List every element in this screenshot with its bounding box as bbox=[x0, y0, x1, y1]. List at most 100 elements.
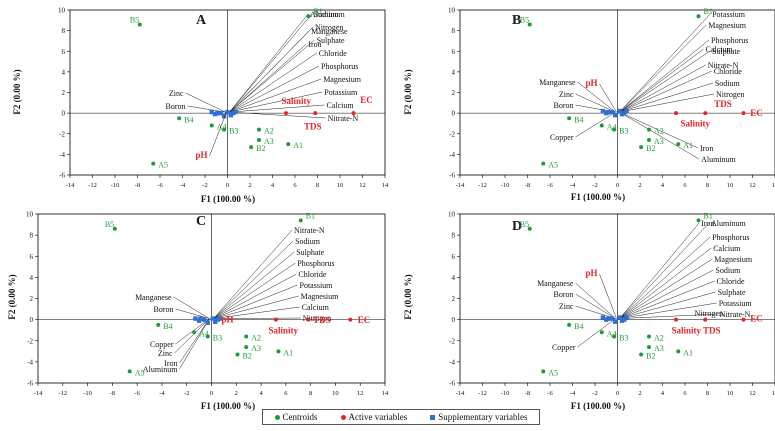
centroid-point bbox=[249, 145, 254, 150]
supp-label: Nitrogen bbox=[716, 90, 744, 99]
x-tick-label: -4 bbox=[570, 182, 576, 189]
supp-label: Nitrogen bbox=[303, 314, 331, 323]
x-tick-label: -12 bbox=[88, 182, 97, 189]
supp-point bbox=[609, 109, 615, 115]
x-tick-label: 8 bbox=[706, 182, 709, 189]
supp-label: Sodium bbox=[715, 266, 741, 275]
legend-centroids: Centroids bbox=[274, 412, 318, 422]
x-axis-label: F1 (100.00 %) bbox=[201, 401, 255, 411]
y-tick-label: 4 bbox=[452, 68, 456, 76]
centroid-point bbox=[676, 349, 681, 354]
supp-point bbox=[600, 108, 606, 114]
supp-point bbox=[233, 109, 238, 115]
centroid-label: A2 bbox=[251, 334, 261, 343]
y-tick-label: 2 bbox=[452, 89, 456, 97]
y-tick-label: 0 bbox=[62, 110, 66, 118]
supp-leader-line bbox=[619, 64, 706, 113]
x-tick-label: 6 bbox=[293, 182, 297, 189]
supp-leader-line bbox=[619, 313, 718, 319]
supplementary-marker-icon bbox=[430, 414, 436, 420]
active-point bbox=[674, 317, 678, 322]
centroid-label: B2 bbox=[646, 144, 655, 153]
y-tick-label: 10 bbox=[448, 211, 456, 219]
supp-label: Magnesium bbox=[323, 75, 362, 84]
supp-point bbox=[201, 317, 207, 322]
active-label: Salinity bbox=[282, 96, 312, 106]
centroid-point bbox=[298, 218, 303, 223]
centroid-point bbox=[244, 334, 249, 339]
centroid-label: B4 bbox=[574, 322, 583, 331]
centroid-point bbox=[257, 137, 261, 142]
x-tick-label: 0 bbox=[226, 182, 229, 189]
y-tick-label: -6 bbox=[27, 380, 33, 388]
panel-letter: A bbox=[196, 13, 207, 28]
supp-label: Aluminum bbox=[310, 10, 345, 19]
supp-label: Potassium bbox=[719, 299, 753, 308]
supp-leader-line bbox=[577, 81, 616, 113]
centroid-point bbox=[647, 137, 651, 142]
centroid-label: A5 bbox=[548, 368, 558, 377]
supp-leader-line bbox=[619, 13, 711, 113]
legend-centroids-label: Centroids bbox=[282, 412, 318, 422]
supp-leader-line bbox=[619, 302, 717, 319]
supp-point bbox=[228, 112, 234, 118]
active-point bbox=[273, 317, 278, 322]
centroid-label: B2 bbox=[243, 351, 252, 360]
centroid-label: A2 bbox=[264, 127, 274, 136]
centroid-point bbox=[599, 123, 604, 128]
supp-label: Chloride bbox=[717, 277, 745, 286]
active-label: TDS bbox=[714, 99, 732, 109]
y-tick-label: 4 bbox=[30, 274, 34, 282]
y-tick-label: 2 bbox=[30, 295, 34, 303]
x-tick-label: 4 bbox=[661, 182, 665, 189]
supp-leader-line bbox=[619, 280, 715, 319]
centroid-label: A3 bbox=[264, 137, 274, 146]
active-label: Salinity bbox=[269, 325, 299, 335]
supp-leader-line bbox=[619, 24, 707, 113]
y-tick-label: 8 bbox=[452, 27, 456, 35]
centroid-label: B5 bbox=[520, 15, 529, 24]
centroid-point bbox=[137, 22, 142, 27]
supp-leader-line bbox=[179, 318, 210, 364]
x-tick-label: 8 bbox=[706, 390, 709, 397]
y-tick-label: 0 bbox=[452, 110, 456, 118]
y-axis-label: F2 (0.00 %) bbox=[403, 274, 413, 319]
supp-label: Zinc bbox=[169, 89, 184, 98]
centroid-label: B5 bbox=[130, 15, 139, 24]
supp-label: Iron bbox=[164, 359, 177, 368]
supp-label: Magnesium bbox=[714, 255, 753, 264]
supp-leader-line bbox=[619, 70, 712, 113]
supp-label: Potassium bbox=[300, 281, 334, 290]
y-tick-label: 10 bbox=[448, 7, 456, 15]
x-tick-label: 8 bbox=[309, 390, 312, 397]
supp-leader-line bbox=[213, 240, 294, 319]
y-tick-label: 8 bbox=[30, 232, 34, 240]
centroid-marker-icon bbox=[274, 414, 280, 420]
supp-leader-line bbox=[229, 65, 320, 113]
active-label: pH bbox=[195, 150, 207, 160]
y-tick-label: -2 bbox=[59, 130, 65, 138]
centroid-point bbox=[541, 161, 546, 166]
centroid-label: A2 bbox=[654, 127, 664, 136]
supp-point bbox=[606, 316, 611, 321]
y-axis-label: F2 (0.00 %) bbox=[7, 274, 17, 319]
supp-point bbox=[215, 317, 220, 322]
supp-point bbox=[609, 316, 615, 321]
supp-label: Potassium bbox=[324, 88, 358, 97]
supp-label: Phosphorus bbox=[321, 62, 358, 71]
x-tick-label: -12 bbox=[478, 390, 487, 397]
supp-label: Phosphorus bbox=[712, 233, 749, 242]
x-tick-label: 10 bbox=[332, 390, 339, 397]
x-tick-label: -10 bbox=[501, 182, 510, 189]
centroid-point bbox=[599, 330, 604, 335]
y-tick-label: -6 bbox=[449, 172, 455, 180]
active-point bbox=[703, 317, 708, 322]
supp-label: Potassium bbox=[712, 10, 746, 19]
supp-point bbox=[225, 109, 230, 115]
supp-leader-line bbox=[229, 78, 322, 113]
x-tick-label: -14 bbox=[34, 390, 43, 397]
y-tick-label: 6 bbox=[452, 48, 456, 56]
x-tick-label: -6 bbox=[157, 182, 163, 189]
supp-leader-line bbox=[619, 111, 700, 160]
active-point bbox=[741, 317, 746, 322]
